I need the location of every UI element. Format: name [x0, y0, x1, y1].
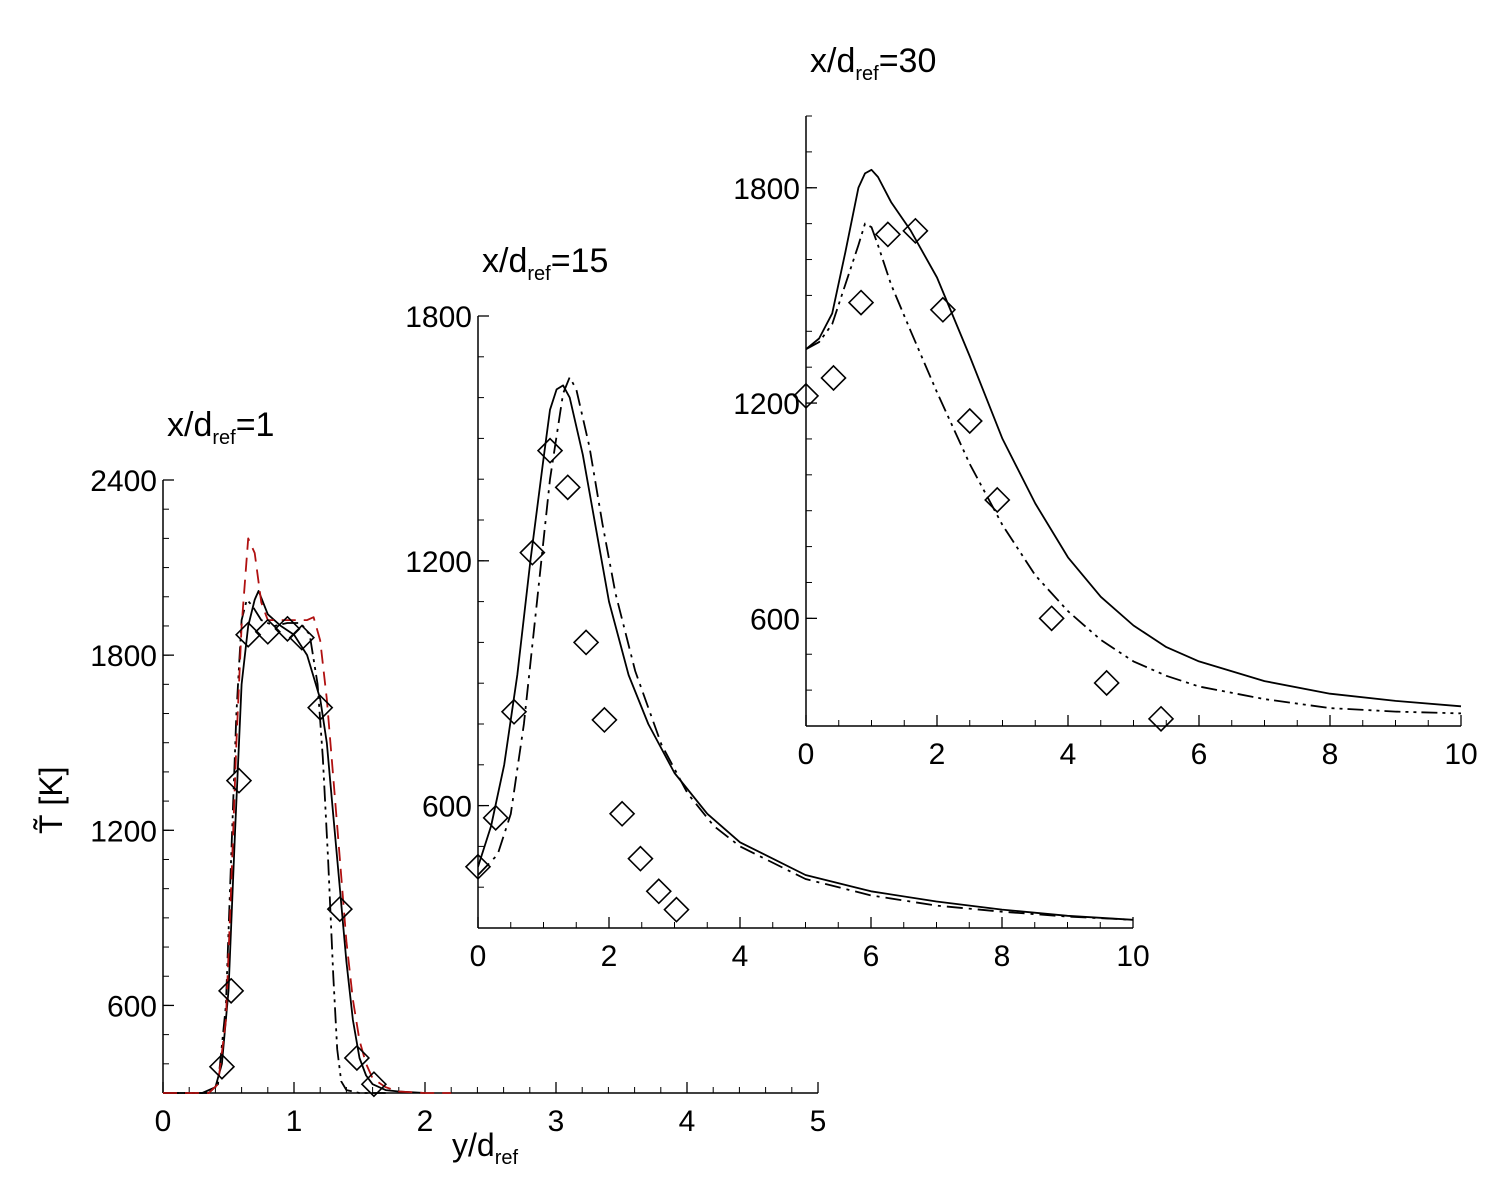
x-tick-label: 2	[929, 738, 946, 771]
x-tick-label: 2	[417, 1105, 434, 1138]
x-tick-label: 0	[798, 738, 815, 771]
x-tick-label: 6	[1191, 738, 1208, 771]
x-tick-label: 8	[1322, 738, 1339, 771]
series-line-dashdotdot	[806, 222, 1462, 715]
data-point-marker	[208, 1053, 236, 1080]
data-point-marker	[536, 437, 564, 464]
data-point-marker	[307, 694, 334, 721]
data-point-marker	[956, 407, 983, 435]
data-point-marker	[217, 977, 245, 1004]
x-tick-label: 1	[286, 1105, 303, 1138]
data-point-marker	[608, 800, 636, 827]
series-line-dashdot	[478, 376, 1134, 921]
x-tick-label: 5	[810, 1105, 827, 1138]
y-tick-label: 600	[107, 990, 157, 1023]
chart-panel-x-dref-15: 0 2 4 6 8 10 600 1200 1800 x/dref=15	[405, 242, 1149, 973]
y-axis-title: T̃ [K]	[33, 766, 69, 834]
x-tick-label: 8	[994, 940, 1011, 973]
x-axis-title: y/dref	[452, 1127, 518, 1169]
data-point-marker	[326, 895, 353, 923]
x-tick-label: 10	[1116, 940, 1149, 973]
data-point-marker	[820, 364, 847, 392]
data-point-marker	[343, 1044, 371, 1072]
plot-area	[163, 537, 452, 1094]
series-line-solid	[478, 384, 1134, 921]
data-point-marker	[627, 845, 654, 872]
x-tick-label: 4	[732, 940, 749, 973]
data-point-marker	[464, 853, 492, 880]
data-point-marker	[1038, 605, 1065, 632]
y-tick-label: 1800	[733, 173, 800, 206]
panel-title: x/dref=15	[482, 242, 608, 285]
data-point-marker	[663, 896, 690, 923]
series-line-solid	[163, 590, 426, 1094]
y-tick-label: 600	[750, 603, 800, 636]
chart-panel-x-dref-30: 0 2 4 6 8 10 600 1200 1800 x/dref=30	[733, 42, 1477, 771]
x-tick-label: 10	[1444, 738, 1477, 771]
plot-area	[806, 168, 1462, 715]
y-tick-label: 1200	[90, 815, 157, 848]
data-point-marker	[554, 474, 581, 501]
panel-title: x/dref=30	[810, 42, 936, 85]
data-point-marker	[792, 382, 820, 410]
x-tick-label: 6	[863, 940, 880, 973]
series-line-solid	[806, 168, 1462, 708]
y-tick-label: 1200	[405, 546, 472, 579]
y-tick-label: 2400	[90, 465, 157, 498]
data-point-marker	[591, 706, 618, 734]
data-point-marker	[984, 486, 1011, 514]
x-tick-label: 0	[155, 1105, 172, 1138]
x-tick-label: 0	[470, 940, 487, 973]
data-point-marker	[519, 539, 546, 566]
data-point-marker	[288, 624, 315, 651]
data-point-marker	[225, 767, 253, 794]
data-point-marker	[929, 296, 957, 323]
panel-title: x/dref=1	[167, 406, 274, 449]
y-tick-label: 1800	[405, 301, 472, 334]
y-tick-label: 600	[422, 791, 472, 824]
x-tick-label: 3	[548, 1105, 565, 1138]
data-point-marker	[482, 804, 509, 831]
x-tick-label: 2	[601, 940, 618, 973]
data-point-marker	[1093, 669, 1120, 697]
data-point-marker	[572, 629, 600, 656]
data-point-marker	[500, 698, 528, 725]
data-point-marker	[274, 615, 301, 643]
x-tick-label: 4	[1060, 738, 1077, 771]
y-tick-label: 1800	[90, 640, 157, 673]
x-tick-label: 4	[679, 1105, 696, 1138]
data-point-marker	[902, 217, 929, 244]
y-tick-label: 1200	[733, 388, 800, 421]
plot-area	[478, 376, 1134, 921]
series-line-dashed	[163, 537, 452, 1094]
series-line-dashdotdot	[163, 598, 386, 1094]
data-point-marker	[360, 1071, 388, 1098]
data-point-marker	[1147, 705, 1175, 732]
data-point-marker	[874, 221, 902, 248]
data-point-marker	[847, 289, 875, 316]
data-point-marker	[645, 878, 672, 905]
